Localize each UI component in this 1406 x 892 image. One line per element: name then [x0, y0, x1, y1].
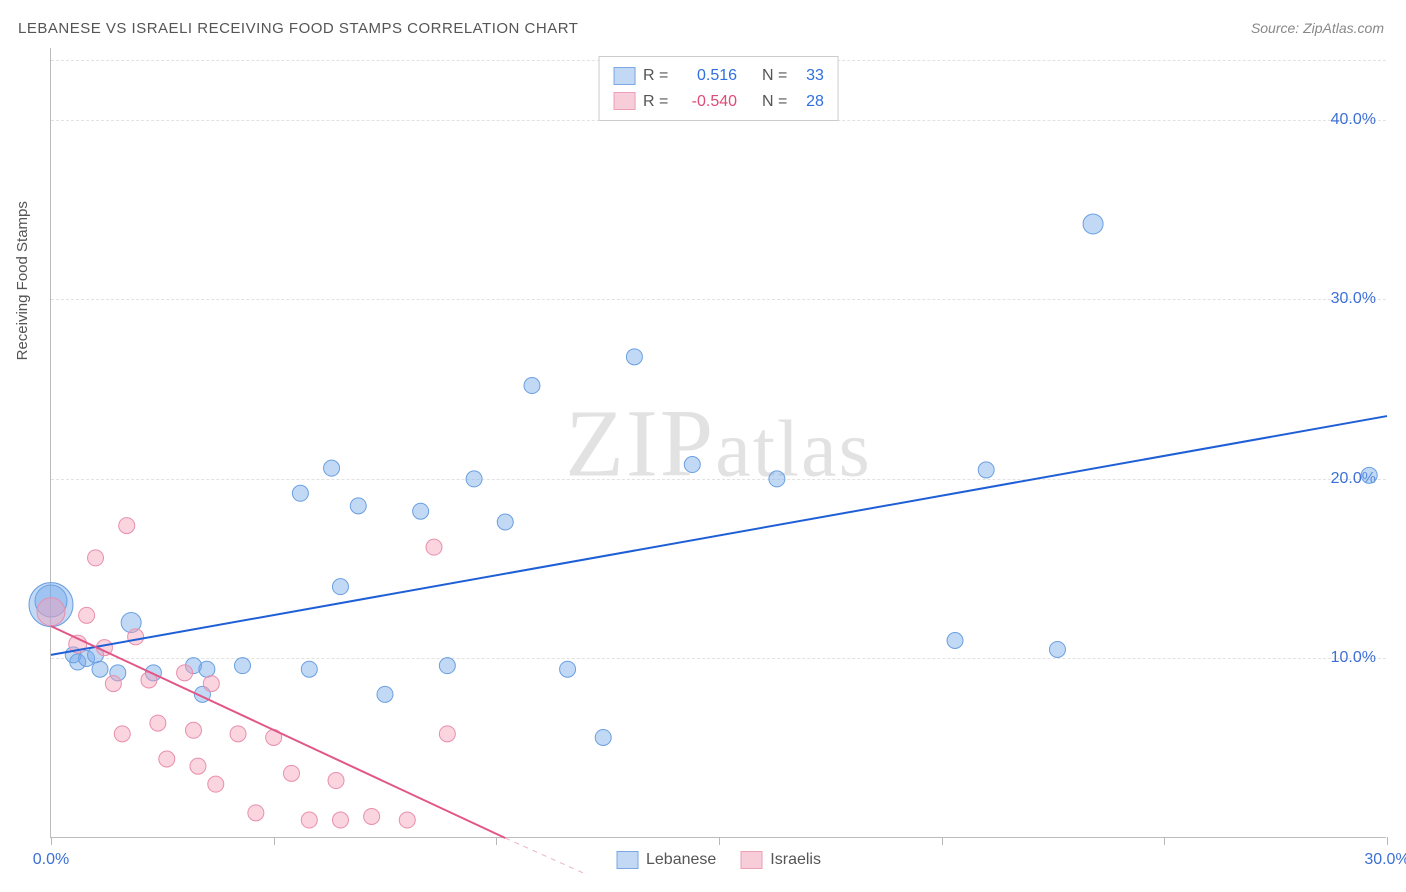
- chart-title: LEBANESE VS ISRAELI RECEIVING FOOD STAMP…: [18, 20, 578, 37]
- data-point-israelis: [230, 726, 246, 742]
- data-point-israelis: [426, 539, 442, 555]
- data-point-lebanese: [684, 457, 700, 473]
- data-point-lebanese: [497, 514, 513, 530]
- n-label: N =: [762, 89, 790, 115]
- data-point-lebanese: [595, 729, 611, 745]
- data-point-israelis: [159, 751, 175, 767]
- n-value-lebanese: 33: [798, 63, 824, 89]
- source-prefix: Source:: [1251, 20, 1303, 36]
- swatch-lebanese: [613, 67, 635, 85]
- legend-label-lebanese: Lebanese: [646, 851, 716, 869]
- data-point-israelis: [128, 629, 144, 645]
- data-point-lebanese: [377, 686, 393, 702]
- data-point-lebanese: [332, 579, 348, 595]
- correlation-legend: R = 0.516 N = 33 R = -0.540 N = 28: [598, 56, 839, 121]
- data-point-israelis: [119, 518, 135, 534]
- data-point-lebanese: [350, 498, 366, 514]
- legend-row-lebanese: R = 0.516 N = 33: [613, 63, 824, 89]
- data-point-lebanese: [413, 503, 429, 519]
- data-point-lebanese: [947, 633, 963, 649]
- swatch-israelis: [613, 92, 635, 110]
- data-point-israelis: [283, 765, 299, 781]
- data-point-israelis: [328, 773, 344, 789]
- r-value-israelis: -0.540: [679, 89, 737, 115]
- x-tick-label: 30.0%: [1364, 851, 1406, 869]
- data-point-israelis: [177, 665, 193, 681]
- data-point-lebanese: [92, 661, 108, 677]
- data-point-lebanese: [234, 658, 250, 674]
- data-point-israelis: [439, 726, 455, 742]
- source-link[interactable]: ZipAtlas.com: [1303, 20, 1384, 36]
- data-point-lebanese: [439, 658, 455, 674]
- data-point-lebanese: [199, 661, 215, 677]
- data-point-israelis: [37, 598, 65, 626]
- r-value-lebanese: 0.516: [679, 63, 737, 89]
- legend-item-lebanese: Lebanese: [616, 851, 716, 869]
- y-axis-title: Receiving Food Stamps: [14, 201, 31, 360]
- data-point-lebanese: [301, 661, 317, 677]
- data-point-israelis: [301, 812, 317, 828]
- data-point-israelis: [208, 776, 224, 792]
- data-point-israelis: [248, 805, 264, 821]
- data-point-israelis: [399, 812, 415, 828]
- data-point-israelis: [114, 726, 130, 742]
- data-point-israelis: [105, 676, 121, 692]
- data-point-lebanese: [560, 661, 576, 677]
- r-label: R =: [643, 89, 671, 115]
- legend-row-israelis: R = -0.540 N = 28: [613, 89, 824, 115]
- n-value-israelis: 28: [798, 89, 824, 115]
- data-point-lebanese: [1083, 214, 1103, 234]
- x-tick-label: 0.0%: [33, 851, 69, 869]
- data-point-lebanese: [626, 349, 642, 365]
- data-point-lebanese: [324, 460, 340, 476]
- source-attribution: Source: ZipAtlas.com: [1251, 20, 1384, 36]
- legend-label-israelis: Israelis: [770, 851, 821, 869]
- data-point-israelis: [150, 715, 166, 731]
- data-point-israelis: [79, 607, 95, 623]
- data-point-israelis: [186, 722, 202, 738]
- data-point-israelis: [364, 808, 380, 824]
- data-point-israelis: [332, 812, 348, 828]
- swatch-lebanese-icon: [616, 851, 638, 869]
- data-point-lebanese: [292, 485, 308, 501]
- n-label: N =: [762, 63, 790, 89]
- data-point-lebanese: [1049, 641, 1065, 657]
- legend-item-israelis: Israelis: [740, 851, 821, 869]
- data-point-israelis: [203, 676, 219, 692]
- data-point-lebanese: [978, 462, 994, 478]
- plot-area: ZIPatlas 10.0%20.0%30.0%40.0% 0.0%30.0% …: [50, 48, 1386, 838]
- series-legend: Lebanese Israelis: [616, 851, 821, 869]
- data-point-lebanese: [1361, 467, 1377, 483]
- r-label: R =: [643, 63, 671, 89]
- data-point-israelis: [88, 550, 104, 566]
- data-point-lebanese: [769, 471, 785, 487]
- data-point-lebanese: [524, 378, 540, 394]
- data-point-israelis: [190, 758, 206, 774]
- data-point-lebanese: [466, 471, 482, 487]
- plot-svg: [51, 48, 1386, 837]
- swatch-israelis-icon: [740, 851, 762, 869]
